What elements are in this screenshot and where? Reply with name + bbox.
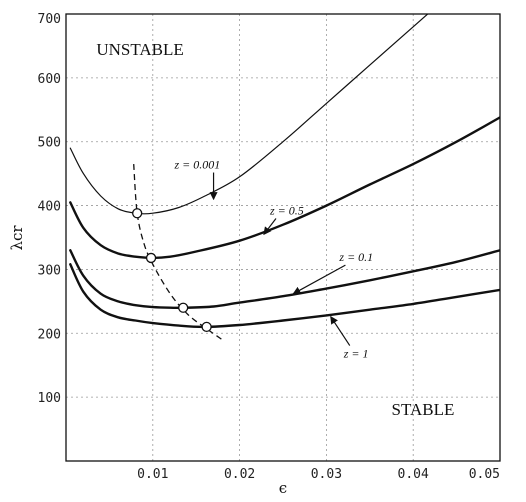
tick-labels: 0.01 0.02 0.03 0.04 0.05 100 200 300 400 500 600 70… [38,12,500,482]
x-tick-label: 0.01 [137,467,168,482]
minima-dashed-curve [133,164,223,341]
region-label: UNSTABLE [96,40,183,59]
grid [66,14,501,461]
x-tick-label: 0.03 [311,467,342,482]
minimum-point [145,252,157,264]
series-line-1 [69,14,429,215]
annotation-arrow [292,264,346,295]
series-line-2 [69,116,500,260]
y-tick-label: 200 [38,327,61,342]
x-tick-label: 0.02 [224,467,255,482]
x-axis-label: ϵ [279,479,287,497]
plot-frame [65,13,501,462]
annotations: UNSTABLE STABLE z = 0.001 z = 0.5 z = 0.1 z =… [96,40,454,419]
annotation-arrow [263,218,277,236]
x-tick-label: 0.05 [469,467,500,482]
curve-annotation: z = 0.001 [174,158,221,172]
y-tick-label: 400 [38,200,61,215]
y-axis-label: λcr [8,225,26,251]
curve-annotation: z = 0.1 [338,250,373,264]
y-tick-label: 600 [38,72,61,87]
series-line-3 [69,249,500,310]
y-tick-label: 500 [38,136,61,151]
minimum-point [178,302,189,313]
y-tick-label: 700 [38,12,61,27]
region-label: STABLE [392,400,455,419]
axis-labels: ϵ λcr [8,225,287,497]
x-tick-label: 0.04 [398,467,429,482]
y-tick-label: 300 [38,263,61,278]
minima-markers [132,208,212,333]
minimum-point [132,208,143,219]
curve-annotation: z = 1 [343,347,369,361]
y-tick-label: 100 [38,391,61,406]
annotation-arrow [330,315,351,346]
minimum-point [201,321,212,333]
curve-annotation: z = 0.5 [269,204,304,218]
